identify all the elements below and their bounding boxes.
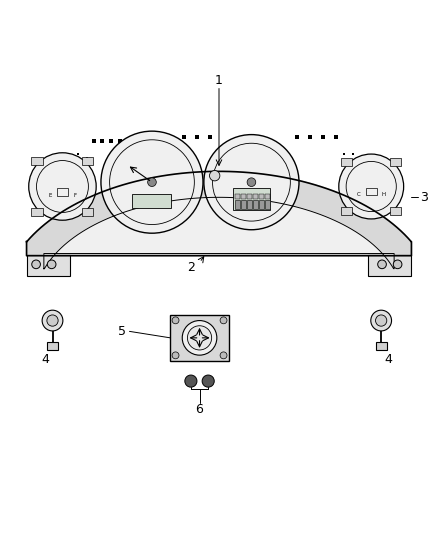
Circle shape xyxy=(247,178,256,187)
Bar xyxy=(170,315,229,360)
Circle shape xyxy=(29,153,96,220)
Circle shape xyxy=(393,260,402,269)
Circle shape xyxy=(185,375,197,387)
Text: 4: 4 xyxy=(41,353,49,366)
Text: 4: 4 xyxy=(385,353,392,366)
Bar xyxy=(375,342,387,350)
Circle shape xyxy=(202,375,214,387)
Bar xyxy=(235,200,240,209)
Circle shape xyxy=(148,178,156,187)
Circle shape xyxy=(47,260,56,269)
Bar xyxy=(82,208,93,216)
Bar xyxy=(265,200,270,209)
Bar xyxy=(27,255,70,276)
Circle shape xyxy=(378,260,386,269)
Bar xyxy=(253,200,258,209)
Circle shape xyxy=(204,135,299,230)
Circle shape xyxy=(182,320,217,355)
Circle shape xyxy=(220,317,227,324)
Bar xyxy=(247,195,252,199)
Bar xyxy=(47,342,58,350)
Bar xyxy=(341,158,353,166)
Bar xyxy=(247,200,252,209)
Text: 3: 3 xyxy=(420,191,428,204)
Circle shape xyxy=(375,315,387,326)
Bar xyxy=(132,195,171,208)
Circle shape xyxy=(187,326,212,350)
Bar xyxy=(390,207,401,215)
Bar xyxy=(265,195,270,199)
Circle shape xyxy=(209,171,220,181)
Text: 5: 5 xyxy=(118,325,126,338)
Bar xyxy=(390,158,401,166)
Circle shape xyxy=(47,315,58,326)
Bar xyxy=(259,200,264,209)
Bar xyxy=(82,157,93,165)
Bar xyxy=(368,255,411,276)
Circle shape xyxy=(220,352,227,359)
Circle shape xyxy=(172,352,179,359)
Bar xyxy=(32,208,42,216)
Bar xyxy=(241,200,246,209)
Circle shape xyxy=(32,260,40,269)
Bar xyxy=(253,195,258,199)
Text: H: H xyxy=(381,192,385,197)
Text: 2: 2 xyxy=(187,261,195,274)
Bar xyxy=(259,195,264,199)
Circle shape xyxy=(172,317,179,324)
Bar xyxy=(32,157,42,165)
Circle shape xyxy=(42,310,63,331)
Bar xyxy=(233,188,270,211)
Text: 6: 6 xyxy=(196,403,204,416)
Bar xyxy=(341,207,353,215)
Circle shape xyxy=(101,131,203,233)
Bar xyxy=(235,195,240,199)
Text: 1: 1 xyxy=(215,74,223,87)
Circle shape xyxy=(371,310,392,331)
Text: E: E xyxy=(49,192,52,198)
Bar xyxy=(366,188,377,195)
Text: F: F xyxy=(73,192,76,198)
Bar xyxy=(241,195,246,199)
Polygon shape xyxy=(27,172,411,256)
Text: C: C xyxy=(357,192,361,197)
Bar xyxy=(57,188,68,196)
Circle shape xyxy=(339,154,404,219)
Polygon shape xyxy=(44,197,394,269)
